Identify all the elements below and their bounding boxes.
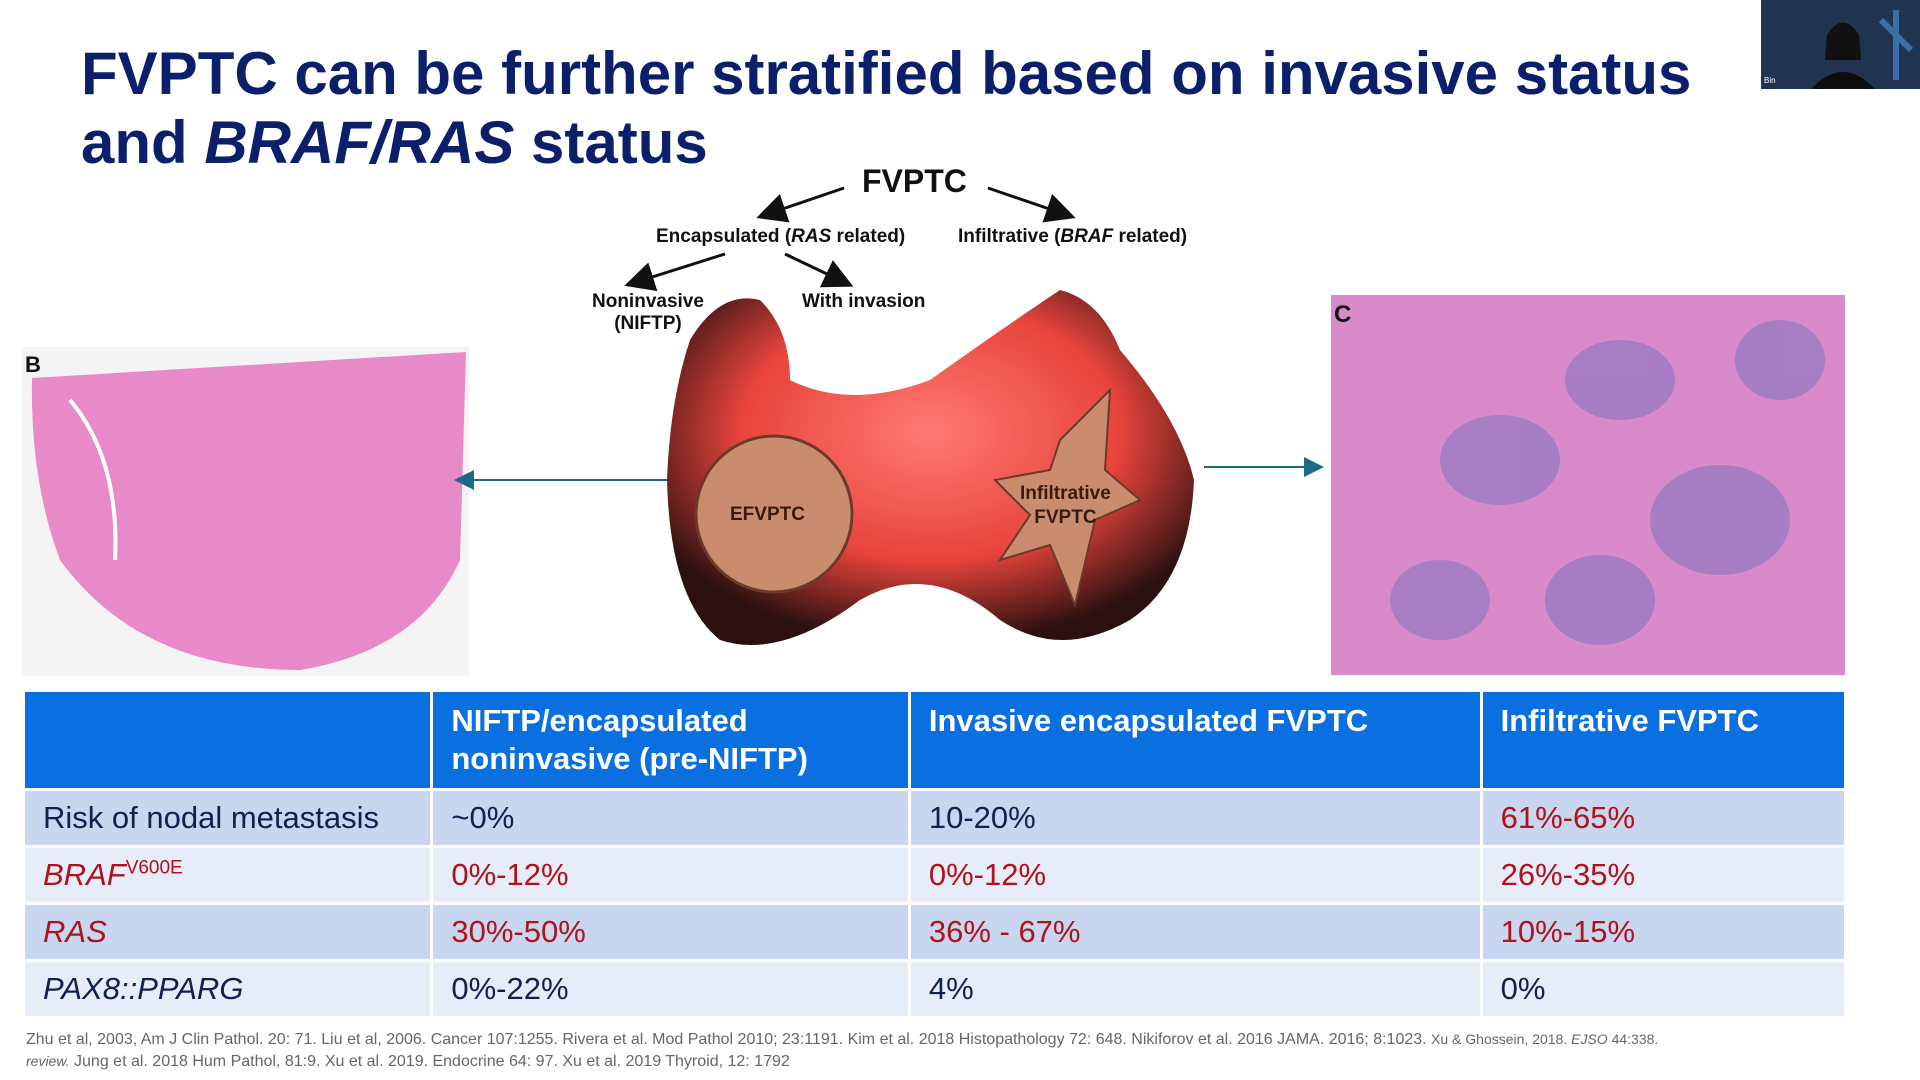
diagram-label: EFVPTC: [730, 504, 805, 525]
label-part: FVPTC: [1034, 507, 1097, 528]
label-part: related): [1113, 226, 1188, 247]
diagram-label: With invasion: [802, 291, 926, 312]
title-text: and: [81, 109, 205, 176]
ref-part: review.: [26, 1053, 70, 1069]
label-part: related): [831, 226, 906, 247]
thumbnail-label: Bin: [1764, 76, 1776, 85]
cell: 26%-35%: [1479, 845, 1848, 905]
cell: 10%-15%: [1479, 902, 1848, 962]
cell: 30%-50%: [430, 902, 911, 962]
label-part: V600E: [125, 857, 183, 879]
infiltrative-star: [992, 387, 1142, 609]
histology-b: [31, 352, 466, 670]
panel-letter: B: [25, 352, 41, 377]
cell: ~0%: [430, 788, 911, 848]
panel-letter: C: [1334, 301, 1352, 328]
diagram-label: Infiltrative FVPTC: [1020, 482, 1111, 530]
table-row: RAS 30%-50% 36% - 67% 10%-15%: [21, 902, 1848, 962]
label-part: BRAF: [1060, 226, 1114, 247]
header-cell: NIFTP/encapsulated noninvasive (pre-NIFT…: [430, 689, 911, 791]
ref-part: Zhu et al, 2003, Am J Clin Pathol. 20: 7…: [26, 1031, 1432, 1048]
row-label: PAX8::PPARG: [21, 959, 434, 1019]
cell: 10-20%: [907, 788, 1483, 848]
slide-title: and BRAF/RAS status: [81, 113, 708, 173]
cell: 0%-22%: [430, 959, 911, 1019]
ref-part: Xu & Ghossein, 2018.: [1431, 1031, 1572, 1047]
header-cell: Infiltrative FVPTC: [1479, 689, 1848, 791]
label-part: RAS: [43, 914, 107, 949]
label-part: PAX8::PPARG: [43, 971, 244, 1006]
efvptc-circle: [694, 434, 854, 594]
diagram-label: Infiltrative (BRAF related): [958, 226, 1187, 248]
cell: 0%: [1479, 959, 1848, 1019]
label-part: Infiltrative: [1020, 483, 1111, 504]
ref-part: Jung et al. 2018 Hum Pathol, 81:9. Xu et…: [69, 1053, 790, 1070]
title-text: status: [514, 109, 708, 176]
video-thumbnail: Bin: [1761, 0, 1920, 89]
label-part: Encapsulated (: [656, 226, 792, 247]
row-label: RAS: [21, 902, 434, 962]
diagram-label: Encapsulated (RAS related): [656, 226, 905, 248]
title-text: BRAF/RAS: [204, 109, 515, 176]
cell: 4%: [907, 959, 1483, 1019]
comparison-table: NIFTP/encapsulated noninvasive (pre-NIFT…: [21, 689, 1848, 1019]
label-part: Infiltrative (: [958, 226, 1061, 247]
label-part: Noninvasive: [592, 291, 704, 312]
label-part: (NIFTP): [614, 313, 682, 334]
ref-part: 44:338.: [1607, 1031, 1659, 1047]
slide-title: FVPTC can be further stratified based on…: [81, 40, 1692, 107]
header-cell: Invasive encapsulated FVPTC: [907, 689, 1483, 791]
row-label: BRAFV600E: [21, 845, 434, 905]
table-row: PAX8::PPARG 0%-22% 4% 0%: [21, 959, 1848, 1019]
thumbnail-art: [1761, 0, 1920, 89]
diagram-label: FVPTC: [862, 163, 967, 199]
references: review. Jung et al. 2018 Hum Pathol, 81:…: [26, 1053, 790, 1071]
references: Zhu et al, 2003, Am J Clin Pathol. 20: 7…: [26, 1031, 1658, 1049]
header-row: NIFTP/encapsulated noninvasive (pre-NIFT…: [21, 689, 1848, 791]
cell: 61%-65%: [1479, 788, 1848, 848]
label-part: RAS: [791, 226, 832, 247]
ref-part: EJSO: [1571, 1031, 1608, 1047]
header-cell: [21, 689, 434, 791]
row-label: Risk of nodal metastasis: [21, 788, 434, 848]
cell: 0%-12%: [907, 845, 1483, 905]
table-row: BRAFV600E 0%-12% 0%-12% 26%-35%: [21, 845, 1848, 905]
label-part: BRAF: [43, 857, 126, 892]
cell: 36% - 67%: [907, 902, 1483, 962]
cell: 0%-12%: [430, 845, 911, 905]
table-row: Risk of nodal metastasis ~0% 10-20% 61%-65%: [21, 788, 1848, 848]
diagram-label: Noninvasive (NIFTP): [592, 291, 704, 335]
